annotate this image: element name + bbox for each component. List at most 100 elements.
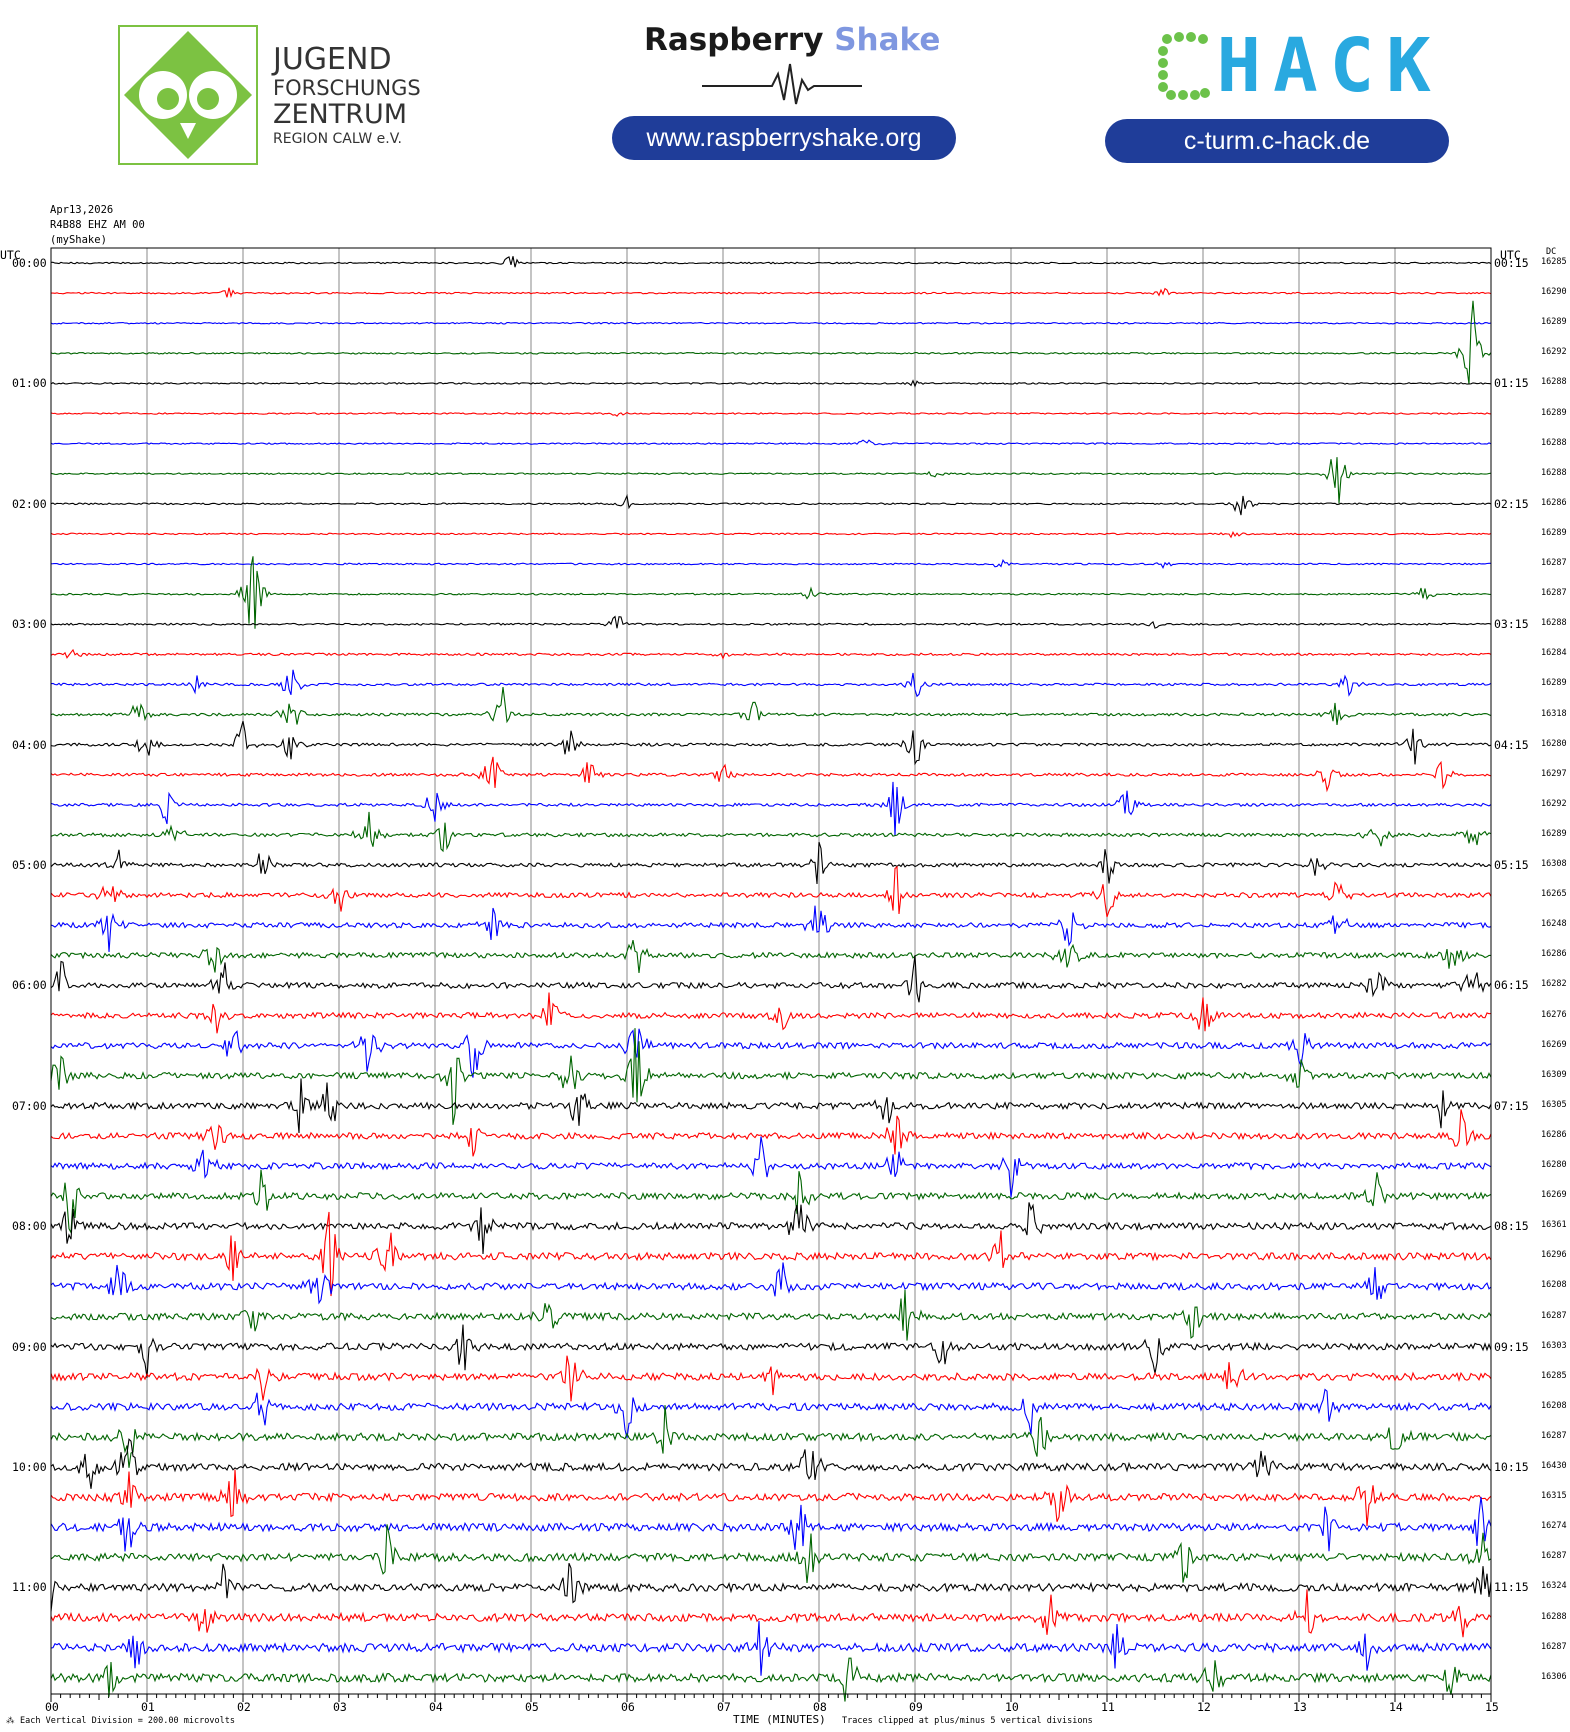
x-tick-label: 11 bbox=[1101, 1700, 1115, 1714]
left-hour-label: 05:00 bbox=[12, 858, 47, 872]
trace-line bbox=[50, 1405, 1492, 1468]
dc-offset-label: 16269 bbox=[1541, 1039, 1567, 1050]
dc-offset-label: 16285 bbox=[1541, 257, 1567, 267]
jfz-line-3: ZENTRUM bbox=[273, 99, 408, 130]
dc-offset-label: 16305 bbox=[1541, 1099, 1567, 1110]
clip-note: Traces clipped at plus/minus 5 vertical … bbox=[842, 1716, 1093, 1726]
trace-line bbox=[50, 955, 1492, 1003]
dc-offset-label: 16309 bbox=[1541, 1069, 1567, 1080]
trace-line bbox=[50, 1202, 1492, 1255]
x-tick-label: 13 bbox=[1293, 1700, 1307, 1714]
left-hour-label: 00:00 bbox=[12, 256, 47, 270]
trace-line bbox=[50, 1262, 1492, 1305]
left-utc-label: UTC bbox=[0, 248, 21, 262]
dc-offset-label: 16274 bbox=[1541, 1521, 1567, 1532]
x-tick-label: 08 bbox=[813, 1700, 827, 1714]
chack-logo: CHACK c-turm.c-hack.de bbox=[1105, 25, 1450, 170]
left-hour-label: 07:00 bbox=[12, 1098, 47, 1113]
jfz-line-1: JUGEND bbox=[273, 42, 392, 77]
right-hour-label: 05:15 bbox=[1494, 858, 1529, 872]
dc-offset-label: 16287 bbox=[1541, 1430, 1567, 1441]
right-utc-label: UTC bbox=[1500, 248, 1521, 262]
trace-line bbox=[50, 756, 1492, 793]
rs-title-accent: Shake bbox=[834, 22, 941, 58]
dc-offset-label: 16208 bbox=[1541, 1400, 1567, 1411]
dc-offset-label: 16289 bbox=[1541, 317, 1567, 328]
trace-line bbox=[50, 841, 1492, 885]
dc-offset-label: 16287 bbox=[1541, 588, 1567, 599]
dc-offset-label: 16289 bbox=[1541, 678, 1567, 689]
trace-line bbox=[50, 1496, 1492, 1552]
trace-line bbox=[50, 379, 1492, 388]
trace-line bbox=[50, 615, 1492, 629]
raspberryshake-url-link[interactable]: www.raspberryshake.org bbox=[612, 116, 956, 160]
dc-offset-label: 16324 bbox=[1541, 1581, 1567, 1592]
dc-offset-label: 16288 bbox=[1541, 618, 1567, 629]
right-hour-label: 11:15 bbox=[1494, 1580, 1529, 1595]
dc-offset-label: 16280 bbox=[1541, 738, 1567, 749]
dc-offset-label: 16288 bbox=[1541, 1611, 1567, 1622]
left-hour-label: 10:00 bbox=[12, 1460, 47, 1474]
dc-offset-label: 16287 bbox=[1541, 1310, 1567, 1321]
trace-line bbox=[50, 1136, 1492, 1198]
x-tick-label: 09 bbox=[909, 1700, 923, 1714]
dc-offset-label: 16286 bbox=[1541, 1129, 1567, 1140]
trace-line bbox=[50, 865, 1492, 918]
chack-c-dots-icon bbox=[1155, 31, 1215, 101]
trace-line bbox=[50, 1028, 1492, 1125]
trace-line bbox=[50, 720, 1492, 766]
trace-line bbox=[50, 1469, 1492, 1527]
dc-offset-label: 16315 bbox=[1541, 1491, 1567, 1502]
dc-offset-label: 16287 bbox=[1541, 1641, 1567, 1652]
left-hour-label: 02:00 bbox=[12, 496, 47, 511]
rs-title-main: Raspberry bbox=[644, 22, 824, 58]
x-tick-label: 05 bbox=[525, 1700, 539, 1714]
trace-line bbox=[50, 939, 1491, 973]
right-hour-label: 00:15 bbox=[1494, 256, 1529, 270]
seismogram-squiggle-icon bbox=[702, 63, 862, 105]
trace-line bbox=[50, 781, 1492, 836]
trace-line bbox=[50, 648, 1492, 660]
dc-offset-label: 16308 bbox=[1541, 859, 1567, 869]
plot-grid bbox=[50, 248, 1492, 1702]
dc-offset-label: 16306 bbox=[1541, 1671, 1567, 1682]
dc-offset-label: 16288 bbox=[1541, 377, 1567, 388]
dc-offset-label: 16297 bbox=[1541, 768, 1567, 779]
owl-logo-icon bbox=[118, 25, 258, 165]
dc-offset-label: 16289 bbox=[1541, 527, 1567, 538]
trace-line bbox=[50, 1657, 1492, 1702]
x-tick-label: 04 bbox=[429, 1700, 443, 1714]
x-tick-label: 01 bbox=[141, 1700, 155, 1714]
meta-block: Apr13,2026 R4B88 EHZ AM 00 (myShake) bbox=[50, 203, 145, 248]
rs-title: Raspberry Shake bbox=[644, 22, 940, 58]
dc-offset-label: 16248 bbox=[1541, 919, 1567, 930]
trace-line bbox=[50, 556, 1492, 629]
dc-offset-label: 16208 bbox=[1541, 1280, 1567, 1291]
dc-offset-label: 16361 bbox=[1541, 1220, 1567, 1231]
meta-station: R4B88 EHZ AM 00 bbox=[50, 219, 145, 231]
dc-offset-label: 16269 bbox=[1541, 1190, 1567, 1201]
dc-offset-label: 16303 bbox=[1541, 1340, 1567, 1351]
left-hour-label: 06:00 bbox=[12, 978, 47, 993]
chack-url-link[interactable]: c-turm.c-hack.de bbox=[1105, 119, 1449, 163]
trace-line bbox=[50, 811, 1492, 853]
dc-offset-label: 16282 bbox=[1541, 979, 1567, 990]
left-hour-label: 04:00 bbox=[12, 737, 47, 752]
corner-mark: ⁂ bbox=[6, 1716, 15, 1726]
meta-date: Apr13,2026 bbox=[50, 204, 114, 216]
trace-line bbox=[50, 1109, 1492, 1157]
x-tick-label: 00 bbox=[45, 1700, 59, 1714]
dc-offset-label: 16284 bbox=[1541, 648, 1567, 659]
trace-line bbox=[50, 992, 1492, 1034]
raspberry-shake-logo: Raspberry Shake www.raspberryshake.org bbox=[612, 22, 972, 167]
dc-offset-label: 16287 bbox=[1541, 1551, 1567, 1562]
dc-offset-label: 16276 bbox=[1541, 1009, 1567, 1020]
left-hour-label: 11:00 bbox=[12, 1580, 47, 1595]
dc-offset-label: 16286 bbox=[1541, 949, 1567, 960]
trace-line bbox=[51, 287, 1492, 299]
dc-offset-label: 16288 bbox=[1541, 467, 1567, 478]
x-tick-label: 12 bbox=[1197, 1700, 1211, 1714]
dc-offset-label: 16430 bbox=[1541, 1461, 1567, 1471]
x-tick-label: 10 bbox=[1005, 1700, 1019, 1714]
